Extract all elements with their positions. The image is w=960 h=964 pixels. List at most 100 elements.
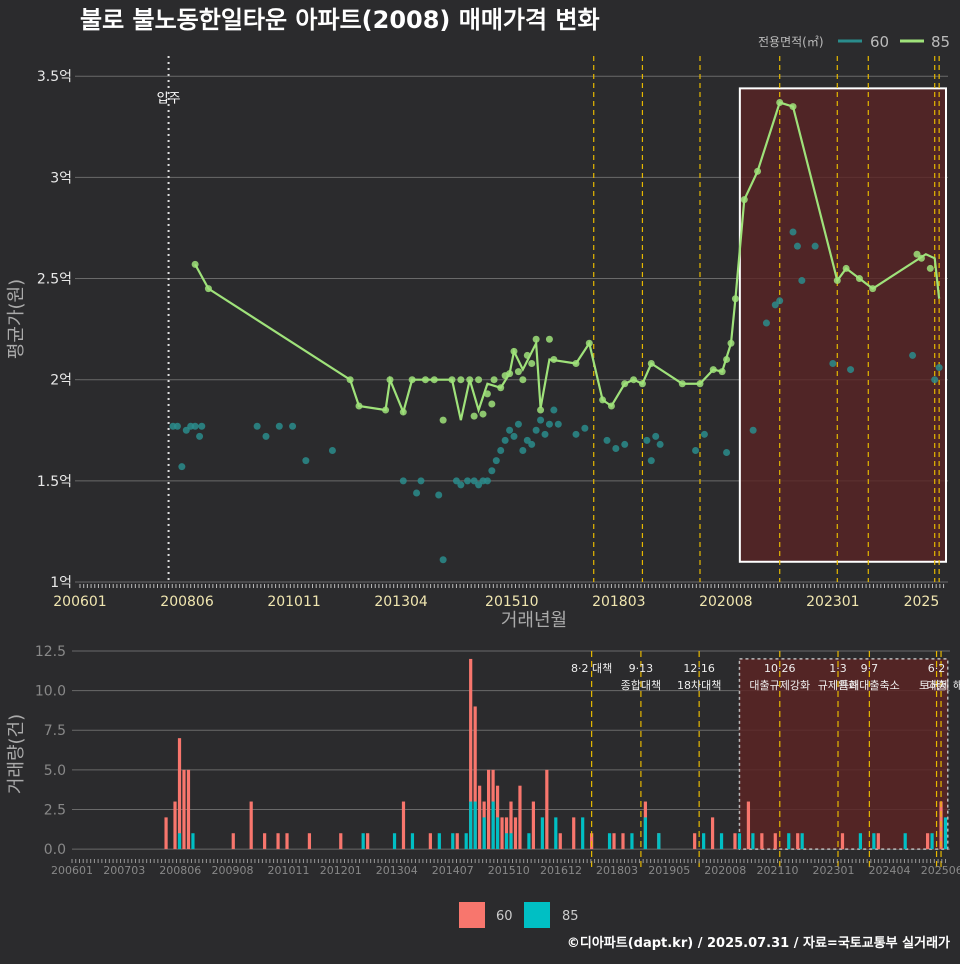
series-60-point xyxy=(178,463,186,471)
legend-85-label: 85 xyxy=(931,33,950,51)
bar-85 xyxy=(437,833,441,850)
bar-60 xyxy=(173,801,177,850)
series-85-point xyxy=(926,264,934,272)
y-tick-label: 2억 xyxy=(50,373,72,389)
series-60-point xyxy=(749,426,757,434)
x-tick-label: 200601 xyxy=(51,864,93,877)
series-85-point xyxy=(519,376,527,384)
series-60-point xyxy=(439,556,447,564)
bar-60 xyxy=(401,801,406,850)
bar-60 xyxy=(710,817,715,850)
series-60-point xyxy=(417,477,425,485)
y-tick-label: 3억 xyxy=(50,170,72,186)
x-tick-label: 202301 xyxy=(806,594,859,610)
bar-60 xyxy=(276,833,280,850)
series-60-point xyxy=(253,422,261,430)
policy-annotation: 종합대책 xyxy=(621,679,661,692)
series-60-point xyxy=(492,457,500,465)
series-85-point xyxy=(488,400,496,408)
bar-60 xyxy=(612,833,616,850)
bar-85 xyxy=(903,833,907,850)
series-60-point xyxy=(523,436,531,444)
bar-60 xyxy=(164,817,168,850)
bar-60 xyxy=(455,833,459,850)
bar-85 xyxy=(495,817,500,850)
policy-annotation: 특례대출축소 xyxy=(839,679,900,692)
bar-60 xyxy=(285,833,289,850)
policy-annotation: 1·3 xyxy=(829,662,847,675)
bar-85 xyxy=(469,801,473,850)
series-60-point xyxy=(643,436,651,444)
legend-60-swatch xyxy=(459,902,485,928)
bar-60 xyxy=(773,833,777,850)
policy-annotation: 10·26 xyxy=(764,662,796,675)
x-tick-label: 201905 xyxy=(648,864,690,877)
y-tick-label: 2.5 xyxy=(44,802,66,818)
x-tick-label: 201304 xyxy=(376,864,418,877)
policy-annotation: 12·16 xyxy=(683,662,715,675)
bar-85 xyxy=(630,833,634,850)
bar-85 xyxy=(581,817,585,850)
bar-85 xyxy=(657,833,661,850)
bottom-legend: 60 85 xyxy=(459,902,579,928)
series-60-point xyxy=(537,416,545,424)
bar-85 xyxy=(719,833,724,850)
series-60-point xyxy=(692,447,700,454)
series-60-point xyxy=(514,420,522,428)
bar-85 xyxy=(191,833,195,850)
bar-85 xyxy=(858,833,863,850)
series-60-point xyxy=(464,477,471,485)
bar-85 xyxy=(702,833,706,850)
series-60-point xyxy=(935,364,943,372)
series-60-point xyxy=(550,406,558,414)
series-60-point xyxy=(452,477,460,485)
series-60-point xyxy=(656,440,664,448)
series-85-point xyxy=(475,376,483,384)
x-axis-title: 거래년월 xyxy=(501,610,567,631)
legend-85-swatch xyxy=(524,902,550,928)
bar-60 xyxy=(478,785,482,850)
series-60-point xyxy=(483,477,491,485)
series-85-point xyxy=(545,335,553,343)
x-tick-label: 200703 xyxy=(103,864,145,877)
bar-60 xyxy=(428,833,432,850)
x-tick-label: 202110 xyxy=(757,864,799,877)
series-60-point xyxy=(545,420,553,428)
series-60-point xyxy=(931,376,939,384)
bar-60 xyxy=(545,769,549,850)
x-tick-label: 201201 xyxy=(320,864,362,877)
policy-annotation: 9·13 xyxy=(629,662,654,675)
series-60-point xyxy=(603,436,611,444)
bar-60 xyxy=(572,817,576,850)
top-legend: 60 85 xyxy=(838,33,950,51)
y-tick-label: 10.0 xyxy=(35,684,66,700)
bar-60 xyxy=(876,833,880,850)
series-60-point xyxy=(771,301,779,309)
bar-85 xyxy=(527,833,531,850)
y-tick-label: 1.5억 xyxy=(37,474,72,490)
bar-85 xyxy=(361,833,365,850)
bar-60 xyxy=(621,833,625,850)
series-60-point xyxy=(723,449,731,457)
bar-85 xyxy=(473,801,477,850)
x-tick-label: 202404 xyxy=(869,864,911,877)
bar-85 xyxy=(410,833,415,850)
bar-85 xyxy=(607,833,612,850)
bar-85 xyxy=(392,833,397,850)
bar-60 xyxy=(509,801,513,850)
bar-60 xyxy=(366,833,370,850)
series-60-point xyxy=(262,432,270,440)
series-85-point xyxy=(490,376,498,384)
series-60-point xyxy=(647,457,655,465)
series-60-point xyxy=(652,432,660,440)
bar-60 xyxy=(182,769,186,850)
series-60-point xyxy=(776,297,784,305)
bar-85 xyxy=(540,817,544,850)
x-tick-label: 201304 xyxy=(374,594,428,610)
series-60-point xyxy=(302,457,310,465)
bar-85 xyxy=(504,833,509,850)
x-tick-label: 2025 xyxy=(904,594,940,610)
y-tick-label: 3.5억 xyxy=(37,69,72,85)
